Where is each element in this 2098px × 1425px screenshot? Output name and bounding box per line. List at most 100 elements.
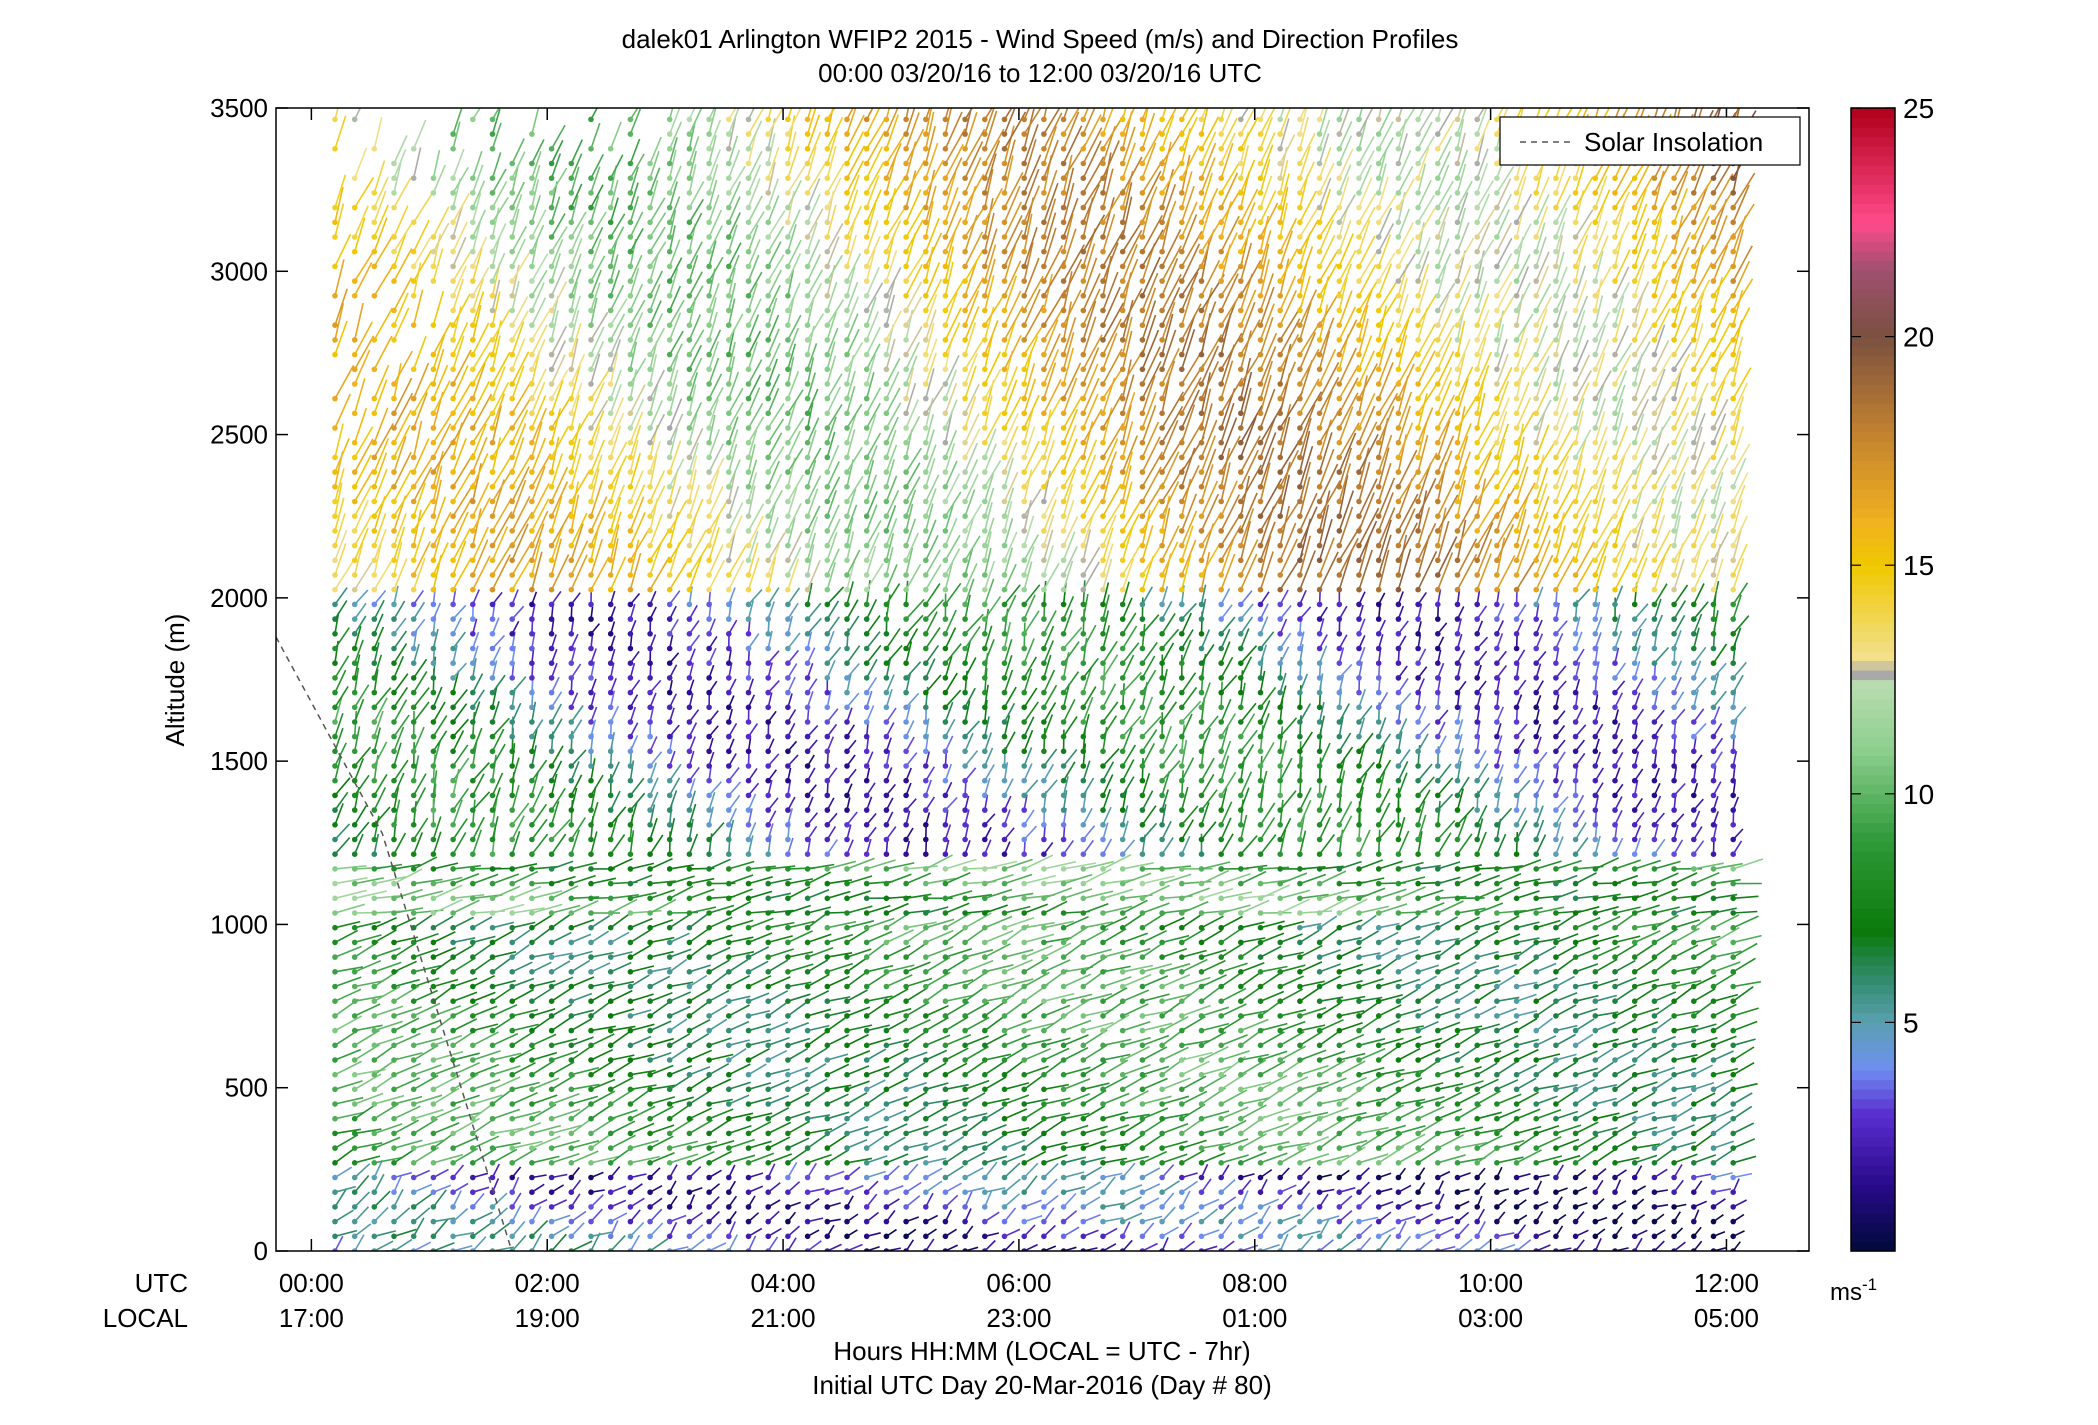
wind-barb-stem (886, 1136, 906, 1149)
wind-barb-dot (607, 146, 614, 152)
wind-barb-dot (647, 1071, 653, 1078)
wind-barb-dot (588, 895, 594, 902)
wind-barb-dot (824, 322, 831, 329)
wind-barb-dot (824, 954, 831, 960)
wind-barb-dot (942, 924, 949, 931)
wind-barb-stem (629, 399, 645, 429)
wind-barb-stem (570, 394, 580, 429)
wind-barb-dot (588, 307, 594, 314)
wind-barb-stem (452, 604, 467, 620)
wind-barb-dot (509, 807, 515, 813)
wind-barb-dot (824, 204, 831, 211)
wind-barb-dot (785, 616, 791, 622)
wind-barb-dot (489, 733, 496, 740)
wind-barb-dot (627, 866, 634, 872)
wind-barb-dot (332, 924, 338, 931)
wind-barb-dot (391, 410, 397, 417)
wind-barb-dot (430, 528, 437, 534)
wind-barb-stem (393, 888, 423, 900)
wind-barb-stem (570, 1240, 593, 1251)
wind-barb-stem (905, 692, 920, 708)
wind-barb-stem (649, 556, 670, 591)
wind-barb-dot (371, 792, 378, 799)
wind-barb-dot (804, 248, 811, 255)
wind-barb-dot (686, 1145, 693, 1151)
wind-barb-stem (570, 322, 582, 355)
wind-barb-dot (371, 1160, 378, 1166)
wind-barb-stem (669, 1076, 690, 1090)
wind-barb-stem (393, 759, 409, 782)
wind-barb-dot (588, 822, 594, 828)
wind-barb-dot (962, 998, 968, 1004)
wind-barb-dot (627, 939, 634, 946)
wind-barb-dot (923, 1013, 929, 1019)
wind-barb-dot (509, 675, 515, 681)
wind-barb-dot (883, 998, 890, 1004)
wind-barb-dot (765, 366, 771, 373)
wind-barb-dot (548, 910, 555, 916)
wind-barb-dot (627, 278, 634, 284)
wind-barb-dot (489, 146, 496, 152)
wind-barb-stem (531, 253, 549, 282)
wind-barb-dot (686, 733, 693, 740)
wind-barb-dot (804, 234, 811, 240)
wind-barb-dot (726, 763, 732, 769)
wind-barb-dot (470, 763, 476, 769)
wind-barb-dot (923, 836, 929, 843)
wind-barb-dot (529, 954, 535, 960)
wind-barb-dot (844, 278, 850, 284)
wind-barb-stem (550, 354, 566, 385)
wind-barb-dot (627, 1174, 634, 1181)
wind-barb-dot (450, 278, 456, 284)
wind-barb-stem (570, 933, 592, 944)
wind-barb-dot (548, 777, 555, 784)
wind-barb-stem (511, 1061, 536, 1076)
wind-barb-dot (765, 851, 771, 857)
wind-barb-stem (551, 1074, 576, 1090)
wind-barb-stem (629, 384, 646, 414)
wind-barb-dot (804, 675, 811, 681)
wind-barb-dot (450, 1218, 456, 1225)
wind-barb-dot (686, 1160, 693, 1166)
wind-barb-stem (590, 758, 596, 781)
wind-barb-dot (430, 822, 437, 828)
wind-barb-stem (846, 662, 860, 679)
wind-barb-stem (432, 831, 442, 855)
wind-barb-dot (804, 895, 811, 902)
wind-barb-dot (391, 469, 397, 475)
wind-barb-stem (432, 656, 437, 678)
wind-barb-dot (332, 836, 338, 843)
wind-barb-stem (393, 1006, 422, 1017)
wind-barb-dot (903, 969, 909, 975)
wind-barb-dot (824, 866, 831, 872)
wind-barb-dot (706, 1189, 712, 1195)
wind-barb-stem (393, 742, 402, 767)
wind-barb-dot (430, 983, 437, 990)
wind-barb-dot (883, 1086, 890, 1093)
wind-barb-dot (410, 1013, 417, 1019)
wind-barb-dot (726, 939, 732, 946)
wind-barb-stem (550, 466, 569, 502)
wind-barb-dot (706, 469, 712, 475)
wind-barb-dot (391, 939, 397, 946)
wind-barb-stem (432, 715, 448, 738)
wind-barb-dot (627, 1233, 634, 1240)
wind-barb-stem (373, 697, 388, 723)
wind-barb-dot (745, 792, 752, 799)
wind-barb-dot (509, 924, 515, 931)
wind-barb-stem (334, 115, 347, 150)
wind-barb-dot (785, 1145, 791, 1151)
wind-barb-dot (844, 807, 850, 813)
wind-barb-dot (726, 1130, 732, 1137)
wind-barb-dot (883, 910, 890, 916)
wind-barb-dot (666, 880, 673, 887)
wind-barb-stem (551, 1225, 570, 1237)
wind-barb-dot (470, 395, 476, 402)
wind-barb-dot (903, 528, 909, 534)
wind-barb-dot (470, 1042, 476, 1049)
wind-barb-stem (649, 1208, 663, 1223)
wind-barb-dot (666, 1189, 673, 1195)
wind-barb-dot (706, 866, 712, 872)
wind-barb-stem (452, 937, 476, 944)
wind-barb-stem (452, 730, 465, 752)
